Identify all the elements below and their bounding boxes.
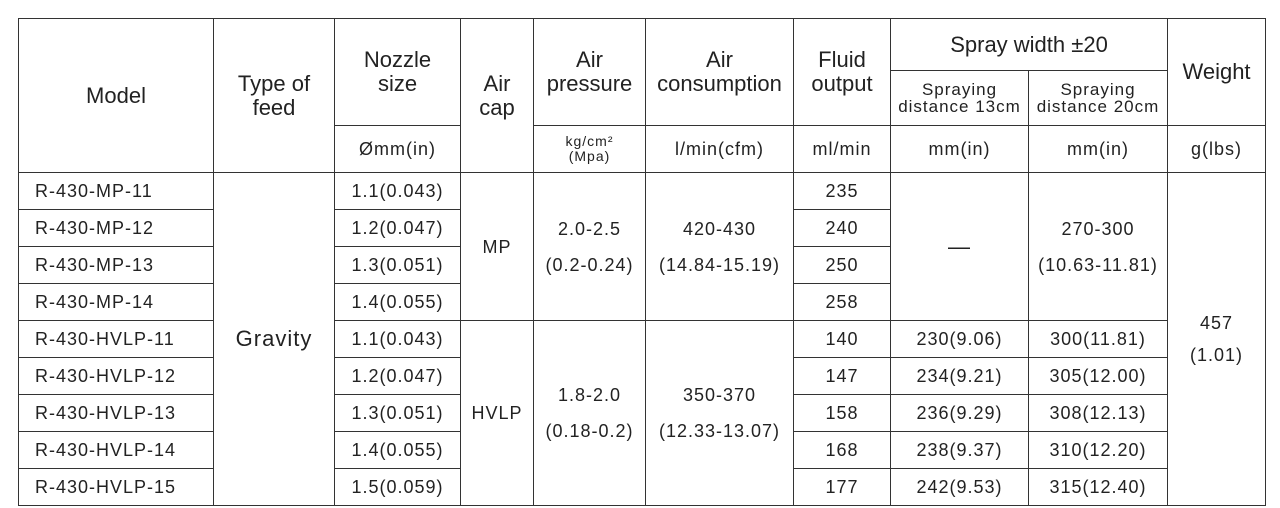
cell: Gravity [213,172,335,506]
header-cell: Spray width ±20 [889,18,1169,71]
unit-cell: mm(in) [890,125,1029,173]
cell: 250 [793,246,891,284]
cell: 147 [793,357,891,395]
cell: 1.3(0.051) [334,246,461,284]
unit-cell: g(lbs) [1167,125,1267,173]
row: R-430-MP-13 1.3(0.051) 250 [18,246,1266,284]
cell: R-430-HVLP-14 [18,431,214,469]
cell: 158 [793,394,891,432]
cell: 1.4(0.055) [334,283,461,321]
cell: R-430-HVLP-11 [18,320,214,358]
cell: 235 [793,172,891,210]
unit-cell: Ømm(in) [334,125,461,173]
cell: 1.5(0.059) [334,468,461,506]
header-cell: Model [18,18,214,173]
row: R-430-HVLP-14 1.4(0.055) 168 238(9.37) 310(1… [18,431,1266,469]
row: R-430-MP-12 1.2(0.047) 240 [18,209,1266,247]
cell: 1.4(0.055) [334,431,461,469]
cell: 177 [793,468,891,506]
table-head: Model Type of feed Nozzle size Air cap A… [18,18,1267,173]
cell: 168 [793,431,891,469]
header-cell: Nozzle size [334,18,461,126]
cell: 300(11.81) [1027,320,1169,358]
cell: R-430-MP-12 [18,209,214,247]
header-cell: Spraying distance 13cm [890,70,1029,126]
cell: 270-300 (10.63-11.81) [1027,172,1169,321]
cell: 1.8-2.0 (0.18-0.2) [533,320,646,506]
unit-cell: ml/min [793,125,891,173]
header-cell: Type of feed [213,18,335,173]
row: R-430-HVLP-15 1.5(0.059) 177 242(9.53) 315(1… [18,468,1266,506]
cell: 420-430 (14.84-15.19) [645,172,794,321]
unit-cell: l/min(cfm) [645,125,794,173]
cell: 258 [793,283,891,321]
header-cell: Fluid output [793,18,891,126]
header-cell: Air pressure [533,18,646,126]
header-cell: Spraying distance 20cm [1027,70,1169,126]
header-row: Model Type of feed Nozzle size Air cap A… [18,18,1267,173]
cell: 238(9.37) [890,431,1029,469]
cell: — [890,172,1029,321]
cell: 1.1(0.043) [334,172,461,210]
cell: 1.2(0.047) [334,357,461,395]
cell: 140 [793,320,891,358]
unit-row: Ømm(in) kg/cm² (Mpa) l/min(cfm) ml/min m… [19,125,1267,173]
cell: 305(12.00) [1027,357,1169,395]
spec-table: Model Type of feed Nozzle size Air cap A… [18,18,1267,506]
row: R-430-HVLP-11 1.1(0.043) HVLP 1.8-2.0 (0… [18,320,1266,506]
cell: HVLP [460,320,534,506]
row: R-430-MP-11 Gravity 1.1(0.043) MP 2.0-2.… [18,172,1267,506]
cell: 310(12.20) [1027,431,1169,469]
cell: 308(12.13) [1027,394,1169,432]
cell: R-430-MP-11 [18,172,214,210]
cell: R-430-MP-13 [18,246,214,284]
cell: 457 (1.01) [1167,172,1267,506]
cell: 1.3(0.051) [334,394,461,432]
cell: 2.0-2.5 (0.2-0.24) [533,172,646,321]
row: R-430-MP-14 1.4(0.055) 258 [18,283,1266,321]
cell: R-430-HVLP-13 [18,394,214,432]
cell: 1.2(0.047) [334,209,461,247]
cell: R-430-HVLP-12 [18,357,214,395]
cell: 1.1(0.043) [334,320,461,358]
cell: 234(9.21) [890,357,1029,395]
cell: R-430-HVLP-15 [18,468,214,506]
unit-cell: mm(in) [1027,125,1169,173]
table-body: R-430-MP-11 Gravity 1.1(0.043) MP 2.0-2.… [18,172,1267,506]
row: R-430-HVLP-13 1.3(0.051) 158 236(9.29) 308(1… [18,394,1266,432]
header-cell: Air consumption [645,18,794,126]
unit-cell: kg/cm² (Mpa) [533,125,646,173]
cell: 315(12.40) [1027,468,1169,506]
header-cell: Air cap [460,18,534,173]
cell: 230(9.06) [890,320,1029,358]
cell: 236(9.29) [890,394,1029,432]
cell: 350-370 (12.33-13.07) [645,320,794,506]
cell: R-430-MP-14 [18,283,214,321]
header-cell: Weight [1167,18,1267,126]
cell: MP [460,172,534,321]
cell: 240 [793,209,891,247]
cell: 242(9.53) [890,468,1029,506]
header-row: Spraying distance 13cm Spraying distance… [19,70,1266,126]
